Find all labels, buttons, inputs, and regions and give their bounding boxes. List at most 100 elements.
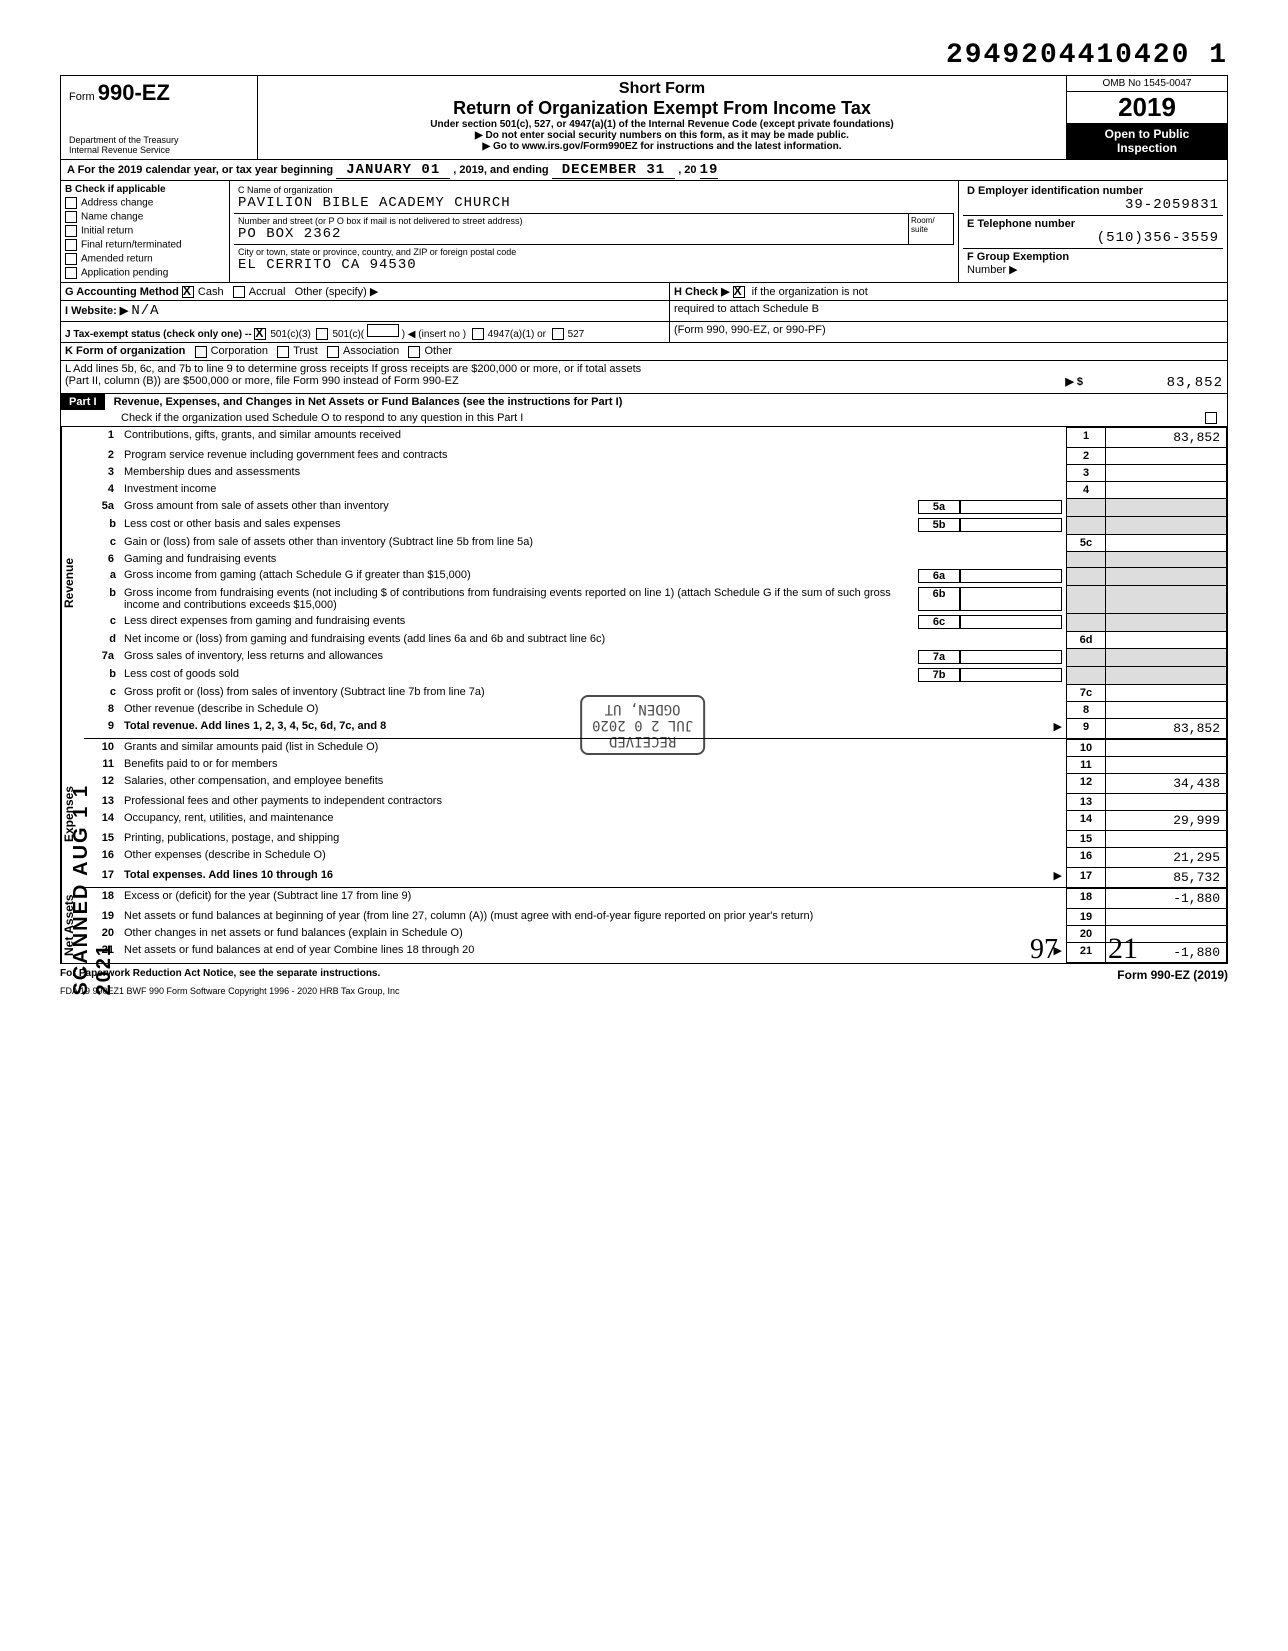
v15 [1106, 830, 1227, 847]
cb-amended[interactable] [65, 253, 77, 265]
cb-cash[interactable] [182, 286, 194, 298]
line-l-text2: (Part II, column (B)) are $500,000 or mo… [65, 375, 1065, 391]
website-label: I Website: ▶ [65, 305, 128, 317]
n7b: b [84, 666, 120, 684]
v16: 21,295 [1106, 847, 1227, 867]
phone-value: (510)356-3559 [967, 230, 1219, 246]
v19 [1106, 908, 1227, 925]
org-city: EL CERRITO CA 94530 [238, 257, 950, 273]
n7c: c [84, 684, 120, 701]
cb-address-change[interactable] [65, 197, 77, 209]
cb-assoc[interactable] [327, 346, 339, 358]
t5a: Gross amount from sale of assets other t… [124, 500, 918, 514]
cb-schedule-o[interactable] [1205, 412, 1217, 424]
n1: 1 [84, 427, 120, 447]
cb-trust[interactable] [277, 346, 289, 358]
t6b: Gross income from fundraising events (no… [124, 587, 918, 611]
open-public-1: Open to Public [1069, 127, 1225, 141]
v6d [1106, 631, 1227, 648]
cb-501c3[interactable] [254, 328, 266, 340]
received-stamp: RECEIVED JUL 2 0 2020 OGDEN, UT [580, 695, 705, 755]
t14: Occupancy, rent, utilities, and maintena… [120, 810, 1067, 830]
cb-schedule-b[interactable] [733, 286, 745, 298]
cb-corp[interactable] [195, 346, 207, 358]
org-name: PAVILION BIBLE ACADEMY CHURCH [238, 195, 950, 211]
form-org-label: K Form of organization [65, 345, 185, 357]
v5c [1106, 534, 1227, 551]
ib6a: 6a [918, 569, 960, 583]
group-ex-number: Number ▶ [967, 263, 1219, 276]
part1-tag: Part I [61, 394, 105, 410]
gv6a [1106, 567, 1227, 585]
t2: Program service revenue including govern… [120, 447, 1067, 464]
g7a [1067, 648, 1106, 666]
goto-url: ▶ Go to www.irs.gov/Form990EZ for instru… [266, 141, 1058, 152]
cb-initial-return[interactable] [65, 225, 77, 237]
form-subtitle: Under section 501(c), 527, or 4947(a)(1)… [266, 119, 1058, 130]
n5c: c [84, 534, 120, 551]
group-ex-label: F Group Exemption [967, 251, 1219, 263]
lbl-address-change: Address change [81, 198, 153, 209]
t19: Net assets or fund balances at beginning… [120, 908, 1067, 925]
cb-4947[interactable] [472, 328, 484, 340]
box-c: C Name of organization PAVILION BIBLE AC… [230, 181, 958, 282]
room-suite-label: Room/ suite [908, 214, 954, 244]
t12: Salaries, other compensation, and employ… [120, 773, 1067, 793]
short-form-label: Short Form [266, 80, 1058, 98]
cal-suffix: , 20 [678, 164, 696, 176]
line-l-value: 83,852 [1083, 375, 1223, 391]
g6c [1067, 613, 1106, 631]
b20: 20 [1067, 925, 1106, 942]
t11: Benefits paid to or for members [120, 756, 1067, 773]
cal-end: DECEMBER 31 [552, 162, 675, 179]
cb-527[interactable] [552, 328, 564, 340]
recv3: OGDEN, UT [592, 701, 693, 717]
t6a: Gross income from gaming (attach Schedul… [124, 569, 918, 583]
t6d: Net income or (loss) from gaming and fun… [120, 631, 1067, 648]
b13: 13 [1067, 793, 1106, 810]
t17: Total expenses. Add lines 10 through 16 [124, 869, 333, 881]
b6d: 6d [1067, 631, 1106, 648]
scanned-stamp: SCANNED AUG 1 1 2021 [70, 760, 116, 996]
v8 [1106, 701, 1227, 718]
entity-block: B Check if applicable Address change Nam… [60, 181, 1228, 283]
addr-label: Number and street (or P O box if mail is… [238, 216, 904, 226]
cb-other-org[interactable] [408, 346, 420, 358]
revenue-side-label: Revenue [61, 427, 84, 739]
b17: 17 [1067, 867, 1106, 887]
part1-title: Revenue, Expenses, and Changes in Net As… [108, 394, 629, 410]
v2 [1106, 447, 1227, 464]
b10: 10 [1067, 739, 1106, 756]
gv6c [1106, 613, 1227, 631]
v14: 29,999 [1106, 810, 1227, 830]
form-title: Return of Organization Exempt From Incom… [266, 98, 1058, 119]
n6c: c [84, 613, 120, 631]
cb-501c[interactable] [316, 328, 328, 340]
box-b-title: B Check if applicable [65, 183, 225, 196]
box-b: B Check if applicable Address change Nam… [61, 181, 230, 282]
recv2: JUL 2 0 2020 [592, 717, 693, 733]
dln-number: 2949204410420 1 [60, 40, 1228, 71]
form-header: Form 990-EZ Department of the Treasury I… [60, 75, 1228, 160]
n7a: 7a [84, 648, 120, 666]
line-g-h: G Accounting Method Cash Accrual Other (… [60, 283, 1228, 301]
line-i: I Website: ▶ N/A required to attach Sche… [60, 301, 1228, 322]
lbl-other-method: Other (specify) ▶ [295, 286, 379, 298]
cb-accrual[interactable] [233, 286, 245, 298]
n8: 8 [84, 701, 120, 718]
b2: 2 [1067, 447, 1106, 464]
line-j: J Tax-exempt status (check only one) -- … [60, 322, 1228, 343]
b21: 21 [1067, 942, 1106, 962]
cb-name-change[interactable] [65, 211, 77, 223]
ssn-warning: ▶ Do not enter social security numbers o… [266, 130, 1058, 141]
phone-label: E Telephone number [967, 218, 1219, 230]
b5c: 5c [1067, 534, 1106, 551]
lbl-other-org: Other [424, 345, 452, 357]
lbl-initial-return: Initial return [81, 226, 133, 237]
cb-final-return[interactable] [65, 239, 77, 251]
n6a: a [84, 567, 120, 585]
form-number: 990-EZ [98, 80, 170, 105]
cb-app-pending[interactable] [65, 267, 77, 279]
org-name-label: C Name of organization [238, 185, 950, 195]
h-label: H Check ▶ [674, 286, 730, 298]
